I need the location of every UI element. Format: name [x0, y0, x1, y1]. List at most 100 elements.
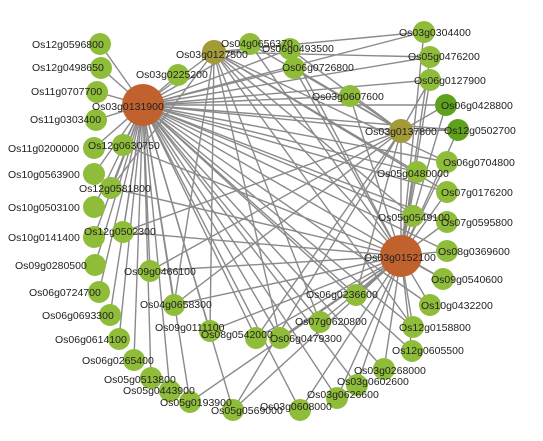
node-Os10g0432200[interactable]: [419, 294, 441, 316]
node-label-Os09g0466100: Os09g0466100: [124, 266, 196, 278]
edge-Os03g0127500-Os03g0152100: [213, 51, 402, 257]
node-Os09g0280500[interactable]: [84, 254, 106, 276]
edge-Os03g0131900-Os07g0176200: [142, 104, 448, 193]
node-label-Os03g0626600: Os03g0626600: [307, 389, 379, 401]
edge-Os03g0152100-Os04g0658300: [173, 255, 402, 306]
edge-Os03g0152100-Os12g0630750: [122, 144, 402, 257]
node-Os12g0605500[interactable]: [401, 340, 423, 362]
node-Os10g0141400[interactable]: [83, 226, 105, 248]
node-Os08g0542000[interactable]: [245, 327, 267, 349]
node-label-Os09g0280500: Os09g0280500: [15, 260, 87, 272]
node-label-Os06g0724700: Os06g0724700: [29, 287, 101, 299]
node-label-Os08g0542000: Os08g0542000: [201, 329, 273, 341]
node-Os06g0493500[interactable]: [279, 38, 301, 60]
edge-Os03g0127500-Os09g0111100: [209, 51, 215, 332]
node-Os06g0693300[interactable]: [99, 304, 121, 326]
node-label-Os05g0443900: Os05g0443900: [123, 385, 195, 397]
node-label-Os06g0127900: Os06g0127900: [414, 75, 486, 87]
edge-Os03g0137800-Os04g0658300: [173, 130, 402, 306]
node-Os06g0428800[interactable]: [435, 94, 457, 116]
edge-Os03g0137800-Os09g0466100: [149, 130, 402, 272]
node-label-Os06g0614100: Os06g0614100: [55, 334, 127, 346]
node-Os12g0502300[interactable]: [112, 221, 134, 243]
edge-Os03g0127500-Os07g0620800: [213, 51, 321, 323]
node-Os03g0626600[interactable]: [326, 387, 348, 409]
node-label-Os06g0265400: Os06g0265400: [82, 355, 154, 367]
edge-Os03g0131900-Os09g0111100: [142, 104, 211, 332]
edge-Os03g0131900-Os12g0502300: [122, 104, 144, 233]
edge-Os03g0127500-Os05g0480000: [213, 51, 418, 173]
node-Os06g0236600[interactable]: [345, 284, 367, 306]
node-Os03g0137800[interactable]: [389, 119, 413, 143]
node-Os06g0265400[interactable]: [123, 349, 145, 371]
node-Os09g0111100[interactable]: [199, 320, 221, 342]
node-Os03g0607600[interactable]: [339, 85, 361, 107]
node-Os06g0724700[interactable]: [88, 281, 110, 303]
node-label-Os03g0131900: Os03g0131900: [92, 101, 164, 113]
edge-Os03g0152100-Os09g0111100: [209, 255, 402, 332]
node-Os12g0158800[interactable]: [402, 316, 424, 338]
node-layer: Os03g0131900 Os03g0152100 Os03g0127500 Os03…: [8, 21, 516, 421]
node-Os05g0513800[interactable]: [140, 367, 162, 389]
node-Os12g0498650[interactable]: [90, 57, 112, 79]
edge-Os03g0152100-Os04g0656370: [249, 43, 402, 257]
node-label-Os11g0200000: Os11g0200000: [8, 143, 79, 155]
node-label-Os11g0707700: Os11g0707700: [31, 86, 102, 98]
node-label-Os05g0513800: Os05g0513800: [104, 374, 176, 386]
node-Os10g0503100[interactable]: [83, 196, 105, 218]
node-label-Os06g0726800: Os06g0726800: [282, 62, 354, 74]
edge-Os03g0131900-Os03g0608000: [142, 104, 301, 411]
node-Os03g0602600[interactable]: [346, 374, 368, 396]
node-Os05g0193900[interactable]: [179, 391, 201, 413]
node-Os03g0608000[interactable]: [289, 399, 311, 421]
node-Os06g0127900[interactable]: [419, 69, 441, 91]
node-Os07g0620800[interactable]: [309, 311, 331, 333]
node-label-Os10g0563900: Os10g0563900: [8, 169, 80, 181]
node-Os11g0200000[interactable]: [83, 137, 105, 159]
node-Os04g0658300[interactable]: [163, 294, 185, 316]
node-label-Os08g0369600: Os08g0369600: [438, 246, 510, 258]
node-Os05g0476200[interactable]: [419, 46, 441, 68]
edge-Os03g0152100-Os03g0607600: [349, 95, 402, 257]
node-Os12g0581800[interactable]: [100, 177, 122, 199]
node-Os05g0549100[interactable]: [402, 205, 424, 227]
node-label-Os06g0693300: Os06g0693300: [42, 310, 114, 322]
node-Os12g0596800[interactable]: [89, 33, 111, 55]
node-Os10g0563900[interactable]: [83, 163, 105, 185]
node-Os09g0466100[interactable]: [139, 260, 161, 282]
node-Os12g0630750[interactable]: [112, 134, 134, 156]
node-label-Os03g0268000: Os03g0268000: [354, 365, 426, 377]
node-Os06g0726800[interactable]: [283, 57, 305, 79]
node-Os06g0704800[interactable]: [436, 151, 458, 173]
edge-Os03g0152100-Os05g0193900: [189, 255, 402, 403]
node-label-Os05g0569000: Os05g0569000: [211, 405, 283, 417]
node-Os06g0614100[interactable]: [108, 328, 130, 350]
node-Os07g0176200[interactable]: [436, 181, 458, 203]
node-Os03g0127500[interactable]: [202, 40, 226, 64]
node-label-Os12g0581800: Os12g0581800: [79, 183, 151, 195]
node-Os03g0131900[interactable]: [122, 84, 164, 126]
edge-Os03g0131900-Os05g0476200: [142, 56, 431, 106]
node-Os07g0595800[interactable]: [436, 211, 458, 233]
edge-Os03g0152100-Os06g0726800: [293, 67, 402, 257]
node-Os05g0443900[interactable]: [159, 380, 181, 402]
node-Os11g0303400[interactable]: [85, 109, 107, 131]
node-Os04g0656370[interactable]: [239, 33, 261, 55]
node-Os08g0369600[interactable]: [436, 240, 458, 262]
node-Os12g0502700[interactable]: [447, 119, 469, 141]
node-Os03g0268000[interactable]: [373, 358, 395, 380]
edge-Os03g0131900-Os03g0607600: [142, 95, 351, 106]
node-label-Os10g0432200: Os10g0432200: [421, 300, 493, 312]
node-label-Os06g0479300: Os06g0479300: [270, 333, 342, 345]
node-Os09g0540600[interactable]: [432, 268, 454, 290]
node-Os05g0480000[interactable]: [406, 161, 428, 183]
node-Os05g0569000[interactable]: [222, 399, 244, 421]
node-Os06g0479300[interactable]: [269, 327, 291, 349]
edge-Os03g0131900-Os06g0704800: [142, 104, 448, 163]
node-Os03g0225200[interactable]: [167, 64, 189, 86]
node-Os03g0152100[interactable]: [380, 235, 422, 277]
edge-Os03g0131900-Os12g0605500: [142, 104, 413, 352]
node-Os03g0304400[interactable]: [413, 21, 435, 43]
node-Os11g0707700[interactable]: [86, 81, 108, 103]
edge-Os03g0127500-Os06g0479300: [213, 51, 281, 339]
